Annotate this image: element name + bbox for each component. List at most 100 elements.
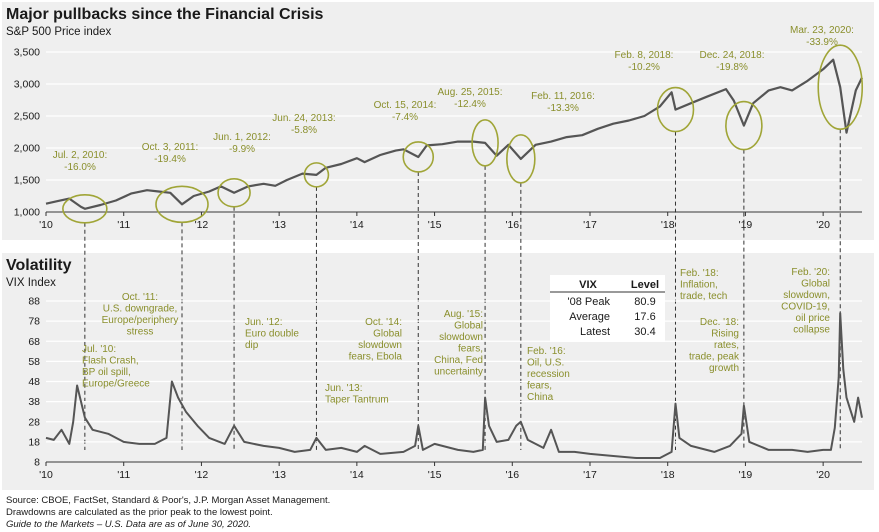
pullback-drawdown-label: -12.4%	[454, 99, 486, 110]
pullback-date-label: Oct. 3, 2011:	[142, 142, 199, 153]
vix-event-line: trade, peak	[689, 352, 740, 363]
vix-panel-background	[2, 253, 874, 490]
vix-event-line: Feb. '20:	[791, 267, 830, 278]
vix-event-line: Rising	[711, 329, 739, 340]
pullback-circle	[725, 100, 763, 151]
pullback-circles	[62, 44, 864, 224]
vix-x-tick-label: '18	[661, 469, 675, 481]
pullback-drawdown-label: -9.9%	[229, 144, 255, 155]
pullback-date-label: Jul. 2, 2010:	[53, 150, 107, 161]
vix-event-line: rates,	[714, 340, 739, 351]
vix-table-row-value: 17.6	[634, 311, 655, 323]
pullback-date-label: Mar. 23, 2020:	[790, 25, 854, 36]
sp500-y-tick-label: 2,000	[14, 143, 40, 155]
pullback-drawdown-label: -33.9%	[806, 37, 838, 48]
pullback-circle	[62, 194, 108, 224]
vix-y-tick-label: 78	[28, 316, 40, 328]
vix-event-line: Dec. '18:	[700, 317, 739, 328]
vix-event-line: Aug. '15:	[444, 309, 483, 320]
pullback-annotations: Jul. 2, 2010:-16.0% Oct. 3, 2011:-19.4% Ju…	[53, 25, 854, 173]
vix-event-line: collapse	[793, 325, 830, 336]
vix-table-row-label: '08 Peak	[568, 296, 611, 308]
pullback-drawdown-label: -19.8%	[716, 62, 748, 73]
pullback-drawdown-label: -13.3%	[547, 103, 579, 114]
vix-event-line: Global	[373, 329, 402, 340]
vix-table-header: Level	[631, 279, 659, 291]
vix-event-line: stress	[127, 327, 154, 338]
sp500-x-tick-label: '16	[505, 219, 519, 231]
vix-event-line: uncertainty	[434, 367, 483, 378]
vix-y-tick-label: 8	[34, 457, 40, 469]
vix-x-tick-label: '20	[816, 469, 830, 481]
vix-event-line: Taper Tantrum	[325, 395, 389, 406]
vix-event-line: fears,	[527, 381, 552, 392]
vix-table-header-bg	[550, 275, 665, 292]
vix-event-line: Europe/Greece	[82, 379, 150, 390]
footnote-source: Source: CBOE, FactSet, Standard & Poor's…	[6, 495, 330, 506]
sp500-axis-label: S&P 500 Price index	[6, 26, 112, 38]
vix-table-row-label: Average	[569, 311, 610, 323]
vix-x-tick-label: '19	[739, 469, 753, 481]
vix-event-line: Oct. '14:	[365, 317, 402, 328]
vix-x-tick-label: '11	[117, 469, 130, 481]
pullback-circle	[817, 44, 864, 130]
vix-event-line: growth	[709, 363, 739, 374]
pullback-date-label: Oct. 15, 2014:	[374, 100, 437, 111]
vix-event-line: Oil, U.S.	[527, 358, 564, 369]
pullback-circle	[402, 141, 435, 173]
vix-event-line: slowdown	[439, 332, 483, 343]
pullback-date-label: Jun. 1, 2012:	[213, 132, 271, 143]
pullback-drawdown-label: -7.4%	[392, 112, 418, 123]
pullback-date-label: Dec. 24, 2018:	[699, 50, 764, 61]
vix-series-line	[45, 312, 863, 459]
pullback-circle	[471, 119, 499, 167]
pullback-dashed-lines	[84, 129, 841, 450]
vix-event-line: BP oil spill,	[82, 367, 131, 378]
sp500-x-ticks: '10 '11 '12 '13 '14 '15 '16 '17 '18 '19 '20	[39, 212, 830, 231]
sp500-x-tick-label: '13	[272, 219, 286, 231]
vix-y-tick-label: 88	[28, 296, 40, 308]
vix-table-header: VIX	[579, 279, 597, 291]
sp500-x-tick-label: '20	[816, 219, 830, 231]
vix-x-tick-label: '15	[428, 469, 442, 481]
pullback-date-label: Jun. 24, 2013:	[272, 113, 335, 124]
vix-event-line: Feb. '16:	[527, 346, 566, 357]
sp500-x-tick-label: '12	[195, 219, 209, 231]
vix-table-row-label: Latest	[580, 326, 610, 338]
sp500-panel-background	[2, 2, 874, 240]
footnote-guide: Guide to the Markets – U.S. Data are as …	[6, 519, 251, 530]
vix-y-tick-label: 38	[28, 396, 40, 408]
vix-table-cells: VIX Level '08 Peak 80.9 Average 17.6 Latest 30.…	[568, 279, 660, 338]
vix-y-tick-label: 48	[28, 376, 40, 388]
vix-event-line: Global	[454, 321, 483, 332]
vix-event-line: Jun. '12:	[245, 317, 283, 328]
sp500-x-tick-label: '18	[661, 219, 675, 231]
vix-axis-label: VIX Index	[6, 277, 56, 289]
pullback-circle	[303, 162, 330, 188]
vix-event-annotations: Oct. '11:U.S. downgrade,Europe/periphery…	[82, 267, 830, 406]
volatility-title: Volatility	[6, 257, 72, 274]
vix-event-line: COVID-19,	[781, 302, 830, 313]
vix-x-tick-label: '14	[350, 469, 364, 481]
sp500-y-ticks: 1,000 1,500 2,000 2,500 3,000 3,500	[14, 47, 40, 219]
vix-x-tick-label: '17	[583, 469, 597, 481]
vix-x-ticks: '10 '11 '12 '13 '14 '15 '16 '17 '18 '19 '20	[39, 462, 830, 481]
vix-event-line: slowdown,	[783, 290, 830, 301]
pullback-date-label: Feb. 11, 2016:	[531, 91, 595, 102]
vix-x-tick-label: '13	[272, 469, 286, 481]
sp500-x-tick-label: '15	[428, 219, 442, 231]
sp500-gridlines	[46, 51, 862, 213]
vix-event-line: Flash Crash,	[82, 356, 139, 367]
sp500-series-line	[45, 58, 863, 210]
sp500-x-tick-label: '19	[739, 219, 753, 231]
pullback-date-label: Aug. 25, 2015:	[437, 87, 502, 98]
sp500-y-tick-label: 1,500	[14, 175, 40, 187]
vix-y-ticks: 8 18 28 38 48 58 68 78 88	[28, 296, 40, 469]
sp500-x-tick-label: '10	[39, 219, 53, 231]
vix-event-line: Europe/periphery	[102, 315, 179, 326]
vix-y-tick-label: 68	[28, 336, 40, 348]
chart-title: Major pullbacks since the Financial Cris…	[6, 6, 324, 23]
sp500-y-tick-label: 1,000	[14, 207, 40, 219]
pullback-drawdown-label: -19.4%	[154, 154, 186, 165]
